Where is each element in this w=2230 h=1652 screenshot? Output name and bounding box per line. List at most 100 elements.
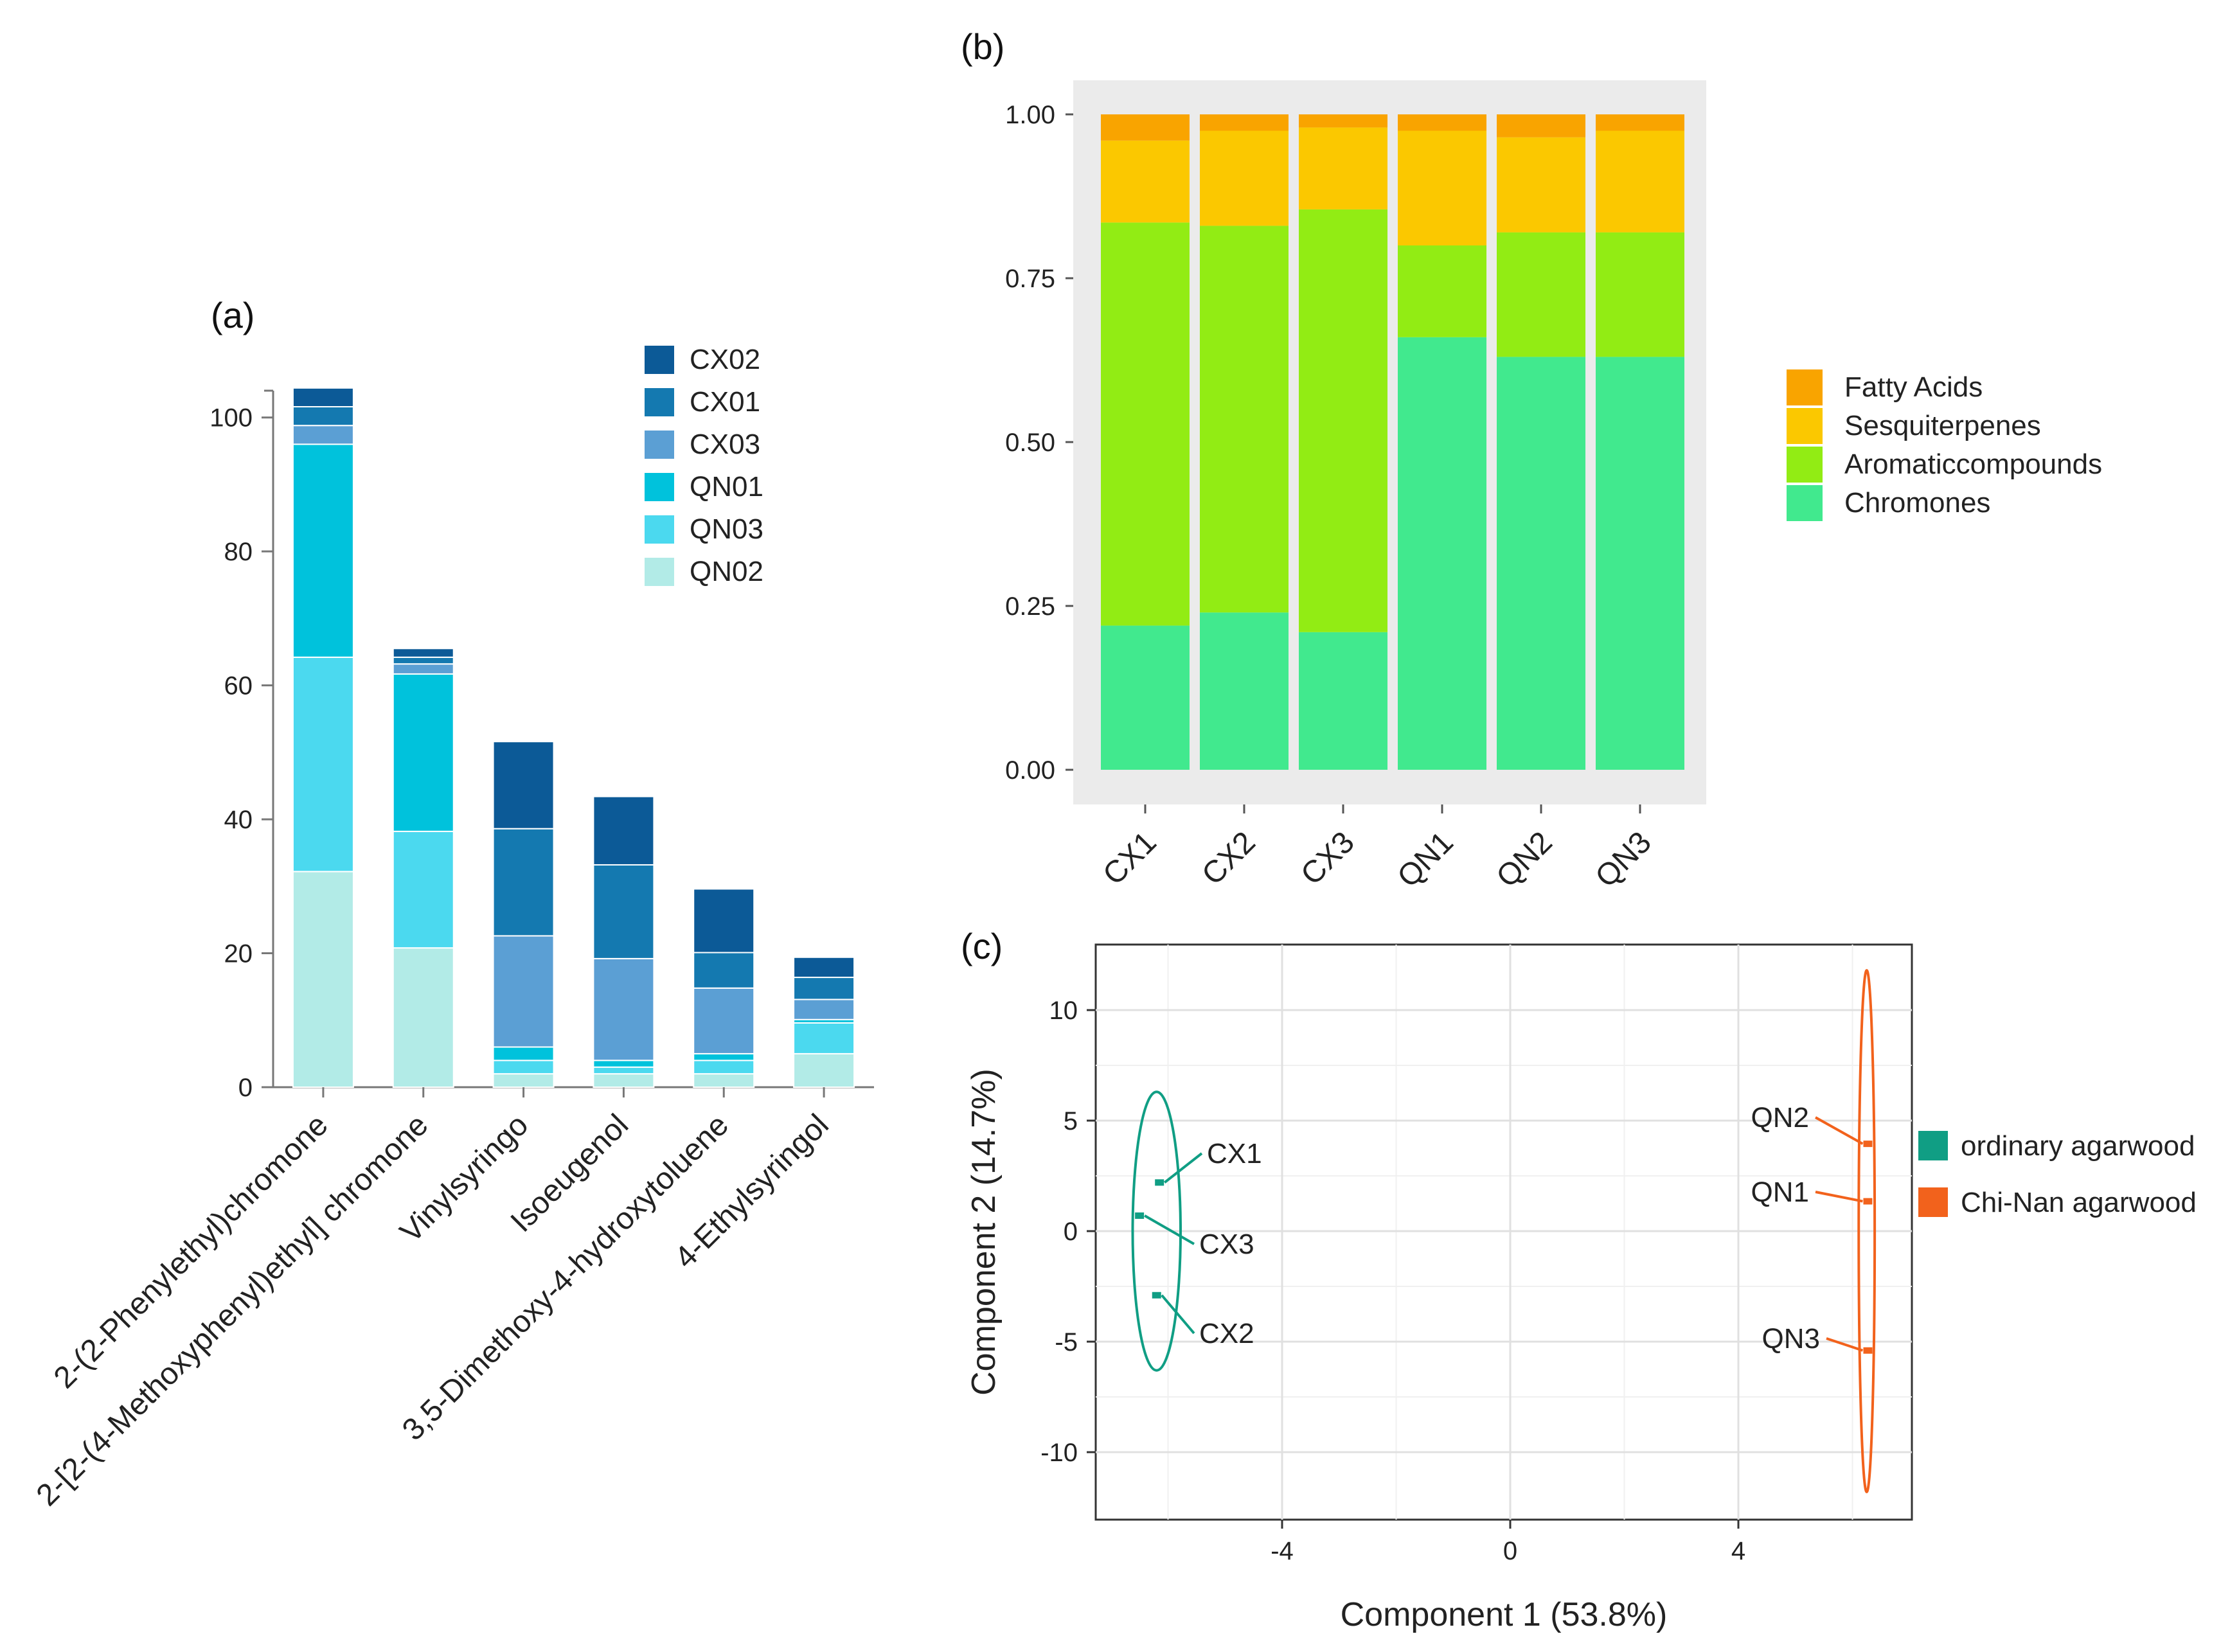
label-leader-qn2: [1815, 1116, 1864, 1145]
y-tick-label: 0.25: [1005, 592, 1055, 621]
y-tick-label: 0.75: [1005, 265, 1055, 293]
bar-fatty-acids-qn1: [1398, 114, 1486, 131]
y-tick-label: 10: [1049, 997, 1078, 1025]
point-qn1: [1863, 1198, 1873, 1205]
bar-qn02-6: [793, 1052, 855, 1088]
bar-chromones-cx3: [1299, 632, 1387, 770]
legend-swatch-qn02: [645, 558, 674, 586]
bar-fatty-acids-cx1: [1101, 114, 1190, 141]
legend-label-qn01: QN01: [690, 471, 763, 502]
bar-cx03-1: [292, 425, 354, 445]
bar-cx02-1: [292, 387, 354, 408]
label-leader-qn1: [1815, 1191, 1863, 1203]
bar-sesquiterpenes-qn3: [1596, 130, 1684, 233]
legend-label-sesquiterpenes: Sesquiterpenes: [1844, 410, 2041, 441]
bar-cx02-5: [693, 888, 755, 954]
confidence-ellipse-ordinary-agarwood: [1131, 1090, 1182, 1372]
panel-b-label: (b): [961, 26, 1004, 67]
bar-sesquiterpenes-cx3: [1299, 127, 1387, 209]
bar-aromaticcompounds-cx1: [1101, 222, 1190, 626]
y-tick-label: 80: [224, 538, 253, 566]
bar-cx03-3: [492, 935, 555, 1048]
bar-cx02-3: [492, 741, 555, 830]
bar-fatty-acids-qn3: [1596, 114, 1684, 131]
bar-cx01-4: [593, 864, 655, 959]
legend-label-qn02: QN02: [690, 556, 763, 587]
bar-cx01-1: [292, 406, 354, 427]
y-tick-label: 0.00: [1005, 756, 1055, 785]
bar-qn01-5: [693, 1052, 755, 1061]
point-label-qn3: QN3: [1762, 1323, 1820, 1354]
bar-qn02-2: [392, 947, 454, 1088]
y-tick-label: 5: [1064, 1107, 1078, 1135]
bar-cx01-6: [793, 977, 855, 1000]
y-tick-label: 1.00: [1005, 101, 1055, 129]
legend-label-fatty-acids: Fatty Acids: [1844, 371, 1983, 403]
legend-swatch-sesquiterpenes: [1787, 408, 1823, 444]
y-tick-label: 100: [210, 404, 253, 432]
bar-chromones-cx1: [1101, 625, 1190, 770]
bar-qn02-4: [593, 1073, 655, 1088]
y-tick-label: 60: [224, 672, 253, 700]
legend-swatch-chi-nan-agarwood: [1918, 1187, 1948, 1217]
bar-qn03-4: [593, 1066, 655, 1075]
point-cx2: [1152, 1292, 1161, 1299]
bar-aromaticcompounds-qn1: [1398, 245, 1486, 337]
legend-label-chi-nan-agarwood: Chi-Nan agarwood: [1961, 1187, 2197, 1218]
x-axis-title: Component 1 (53.8%): [1341, 1596, 1668, 1633]
bar-fatty-acids-cx3: [1299, 114, 1387, 128]
panel-c-pca-scatter-plot: -4 0 4 -10 -5 0 5 10 Component 1 (53.8%) Componen…: [965, 943, 2197, 1633]
bar-sesquiterpenes-qn1: [1398, 130, 1486, 245]
bar-fatty-acids-qn2: [1497, 114, 1585, 138]
bar-qn02-1: [292, 871, 354, 1088]
bar-qn02-5: [693, 1073, 755, 1088]
legend-label-chromones: Chromones: [1844, 487, 1990, 519]
x-tick-label: 4: [1731, 1537, 1745, 1565]
bar-qn03-2: [392, 830, 454, 949]
bar-cx02-6: [793, 956, 855, 979]
panel-a-label: (a): [211, 295, 254, 335]
y-tick-label: 0: [1064, 1218, 1078, 1246]
x-category-label: 2-[2-(4-Methoxyphenyl)ethyl] chromone: [30, 1108, 435, 1513]
bar-qn03-1: [292, 656, 354, 873]
y-tick-label: -10: [1040, 1439, 1078, 1467]
bar-cx01-5: [693, 952, 755, 989]
legend-swatch-aromaticcompounds: [1787, 447, 1823, 483]
bar-chromones-cx2: [1200, 612, 1289, 770]
confidence-ellipse-chi-nan-agarwood: [1857, 969, 1877, 1493]
label-leader-cx1: [1163, 1152, 1203, 1184]
bar-fatty-acids-cx2: [1200, 114, 1289, 131]
x-category-label: CX3: [1294, 825, 1361, 892]
y-tick-label: 0: [238, 1074, 253, 1102]
y-tick-label: 40: [224, 806, 253, 834]
bar-sesquiterpenes-cx2: [1200, 130, 1289, 226]
legend-label-aromaticcompounds: Aromaticcompounds: [1844, 449, 2102, 480]
x-category-label: CX2: [1195, 825, 1262, 892]
label-leader-cx2: [1161, 1294, 1195, 1335]
bar-qn03-3: [492, 1060, 555, 1075]
point-qn2: [1863, 1141, 1873, 1148]
bar-cx03-5: [693, 987, 755, 1054]
point-cx3: [1135, 1212, 1145, 1219]
legend-swatch-cx03: [645, 431, 674, 459]
bar-cx03-2: [392, 663, 454, 675]
bar-qn01-3: [492, 1046, 555, 1061]
label-leader-cx3: [1144, 1214, 1195, 1245]
panel-c-label: (c): [961, 926, 1003, 966]
point-cx1: [1155, 1179, 1164, 1186]
bar-aromaticcompounds-qn3: [1596, 232, 1684, 357]
bar-cx03-6: [793, 999, 855, 1020]
bar-cx03-4: [593, 957, 655, 1061]
y-axis-title: Component 2 (14.7%): [965, 1069, 1003, 1396]
legend-swatch-chromones: [1787, 485, 1823, 521]
y-tick-label: 0.50: [1005, 429, 1055, 457]
legend-label-cx02: CX02: [690, 344, 760, 375]
x-category-label: QN1: [1391, 825, 1460, 894]
bar-cx01-3: [492, 828, 555, 937]
legend-swatch-qn01: [645, 473, 674, 501]
label-leader-qn3: [1826, 1337, 1864, 1352]
panel-b-proportion-bar-chart: 0.00 0.25 0.50 0.75 1.00 CX1 CX2 CX3 QN1 QN2 QN3 Fa…: [1005, 80, 2102, 894]
bar-chromones-qn3: [1596, 357, 1684, 770]
bar-aromaticcompounds-qn2: [1497, 232, 1585, 357]
x-category-label: QN2: [1490, 825, 1559, 894]
